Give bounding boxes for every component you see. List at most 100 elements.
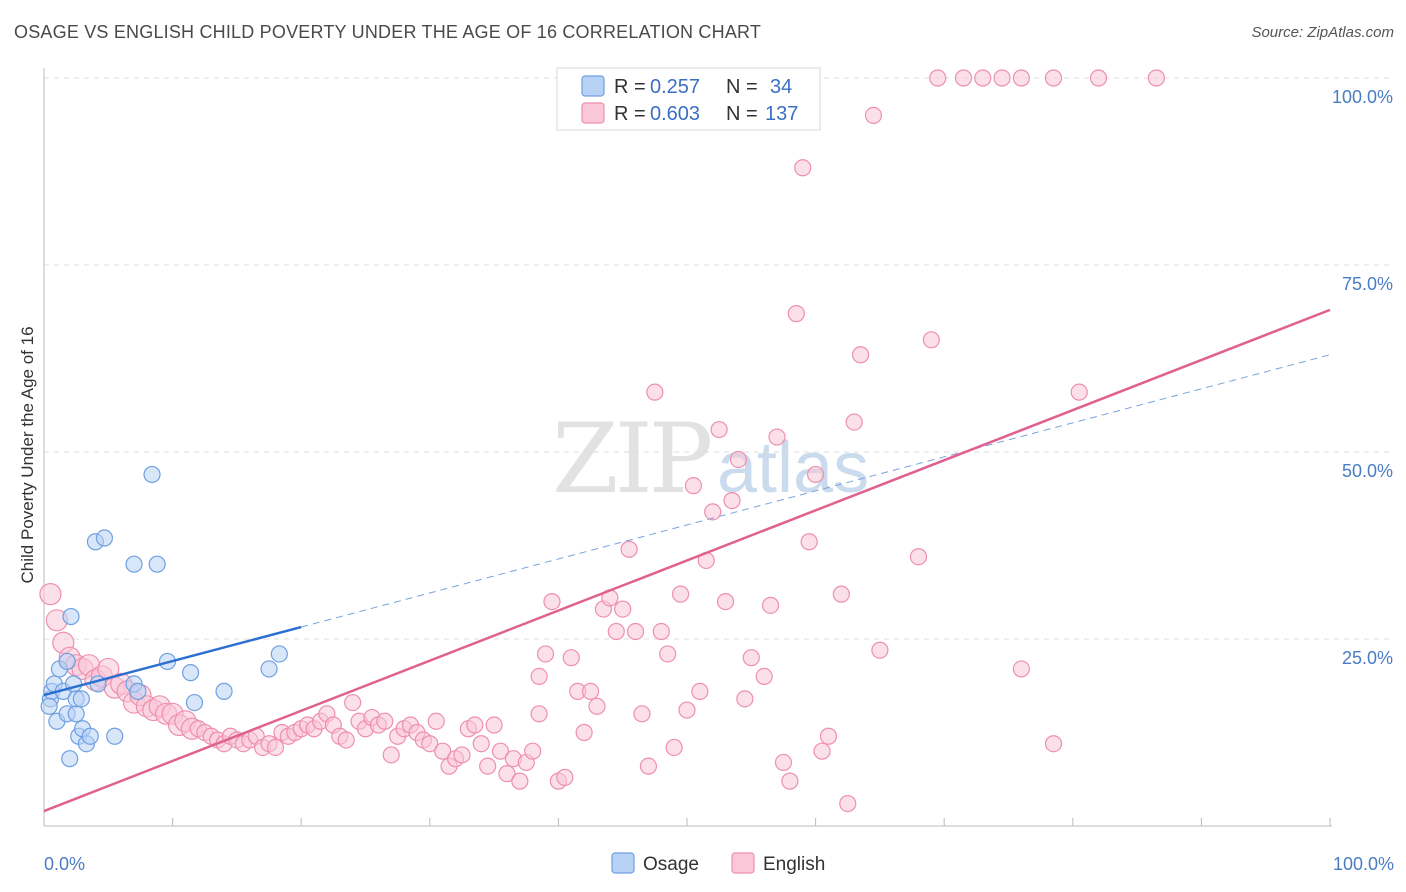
english-point-119 [806,465,825,484]
english-r-value: 0.603 [650,103,700,125]
osage-legend-marker [611,852,635,874]
english-point-106 [716,592,735,611]
english-r-label: R = [614,103,646,125]
english-point-122 [832,585,850,603]
osage-point-9 [62,607,80,626]
english-point-35 [266,738,285,757]
english-point-66 [466,716,484,734]
english-point-112 [761,596,780,614]
english-point-111 [755,667,773,686]
english-point-81 [556,768,574,786]
english-point-140 [1147,69,1165,87]
english-point-61 [434,742,452,760]
english-point-71 [498,765,516,783]
english-legend-swatch [581,102,605,124]
osage-n-value: 34 [770,76,792,98]
english-point-137 [1044,735,1063,753]
english-point-139 [1089,69,1108,87]
osage-r-label: R = [614,76,646,98]
english-point-59 [421,735,439,753]
osage-point-32 [270,645,288,663]
y-tick-label-50: 50.0% [1342,461,1393,481]
trend-lines [43,308,1331,813]
english-point-97 [659,645,677,663]
english-point-93 [633,705,651,723]
english-point-90 [614,600,632,618]
y-axis-label: Child Poverty Under the Age of 16 [18,326,37,583]
english-point-89 [607,622,625,641]
watermark-atlas: atlas [717,428,869,508]
english-point-69 [485,716,503,734]
english-point-77 [530,667,548,686]
english-n-value: 137 [765,103,798,125]
osage-point-25 [143,465,161,484]
english-point-136 [1044,69,1063,87]
english-point-121 [819,727,838,745]
english-point-85 [581,682,600,700]
english-point-135 [1012,660,1030,678]
english-legend-label: English [763,854,825,875]
english-point-133 [993,69,1011,87]
english-point-75 [524,742,542,760]
english-point-132 [974,69,992,87]
osage-r-value: 0.257 [650,76,700,98]
english-point-84 [575,723,593,742]
osage-trend-solid [43,625,302,697]
english-point-134 [1012,69,1030,87]
english-point-107 [723,492,741,510]
english-point-123 [839,794,857,813]
osage-point-24 [129,682,147,700]
osage-trend-dashed [301,354,1331,628]
chart-title: OSAGE VS ENGLISH CHILD POVERTY UNDER THE… [14,22,762,42]
osage-point-14 [72,690,90,708]
english-point-108 [729,450,748,469]
source-label: Source: ZipAtlas.com [1251,24,1394,41]
stats-legend: R = 0.257 N = 34 R = 0.603 N = 137 [556,67,821,131]
english-point-73 [511,772,529,790]
x-tick-label-min: 0.0% [44,854,85,874]
osage-point-26 [148,555,166,573]
english-point-98 [665,738,683,757]
english-point-126 [864,106,883,125]
osage-legend-label: Osage [643,854,699,875]
osage-n-label: N = [726,76,758,98]
english-point-117 [794,159,812,177]
english-point-70 [491,742,510,760]
osage-point-33 [40,697,58,715]
english-point-60 [427,712,445,730]
osage-point-28 [182,664,200,682]
series-legend: Osage English [611,852,825,875]
english-point-96 [652,622,670,641]
watermark-zip: ZIP [552,403,711,515]
english-point-115 [781,772,799,790]
english-point-53 [382,746,400,764]
english-point-52 [376,712,394,730]
english-point-118 [800,533,818,551]
english-point-47 [344,693,362,712]
english-trend-line [43,308,1331,813]
osage-point-17 [81,727,99,745]
english-point-86 [588,697,606,715]
english-point-82 [562,649,580,667]
english-point-100 [678,701,696,719]
osage-point-8 [61,750,79,768]
english-legend-marker [731,852,755,874]
english-point-104 [704,503,722,521]
english-point-116 [787,305,805,323]
english-point-129 [922,331,940,349]
osage-legend-swatch [581,75,605,97]
osage-point-20 [95,529,114,547]
watermark: ZIP atlas [552,403,869,515]
x-tick-label-max: 100.0% [1333,854,1394,874]
english-series [39,69,1165,813]
osage-point-30 [215,682,233,700]
osage-series [40,465,288,768]
x-axis-ticks [43,818,1331,826]
english-point-110 [742,649,760,667]
osage-point-22 [125,555,143,573]
y-tick-label-75: 75.0% [1342,274,1393,294]
y-tick-label-25: 25.0% [1342,648,1393,668]
osage-point-21 [106,727,124,745]
english-point-101 [684,477,703,495]
english-point-127 [871,641,889,659]
